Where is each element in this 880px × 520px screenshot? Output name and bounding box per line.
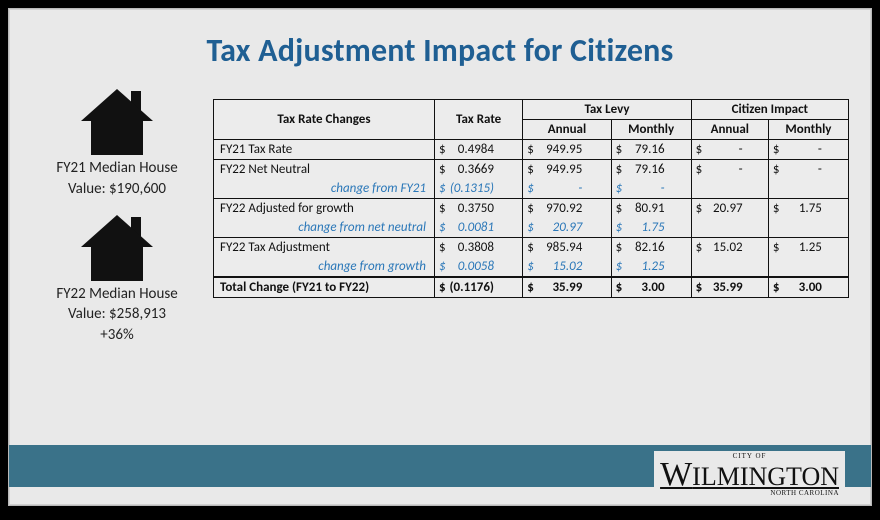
- house2-line2: Value: $258,913: [68, 305, 166, 324]
- cell-rate: $0.3808: [434, 238, 522, 258]
- house2-line1: FY22 Median House: [56, 285, 177, 304]
- cell-imp-ann: $15.02: [691, 238, 768, 258]
- table-row: FY21 Tax Rate $0.4984 $949.95 $79.16 $- …: [214, 140, 849, 160]
- table-row-change: change from growth $0.0058 $15.02 $1.25: [214, 257, 849, 277]
- cell-imp-mon: $-: [768, 160, 848, 180]
- cell-imp-ann: $35.99: [691, 277, 768, 298]
- cell-ann: $20.97: [523, 218, 611, 238]
- cell-ann: $-: [523, 179, 611, 199]
- cell-mon: $79.16: [611, 140, 691, 160]
- cell-imp-ann: [691, 218, 768, 238]
- cell-imp-ann: [691, 179, 768, 199]
- cell-imp-mon: $1.75: [768, 199, 848, 219]
- cell-mon: $3.00: [611, 277, 691, 298]
- cell-label: change from net neutral: [214, 218, 435, 238]
- cell-imp-ann: $-: [691, 140, 768, 160]
- tax-table: Tax Rate Changes Tax Rate Tax Levy Citiz…: [213, 99, 849, 298]
- video-frame: Tax Adjustment Impact for Citizens FY21 …: [0, 0, 880, 520]
- cell-imp-ann: $20.97: [691, 199, 768, 219]
- cell-ann: $985.94: [523, 238, 611, 258]
- cell-ann: $35.99: [523, 277, 611, 298]
- slide: Tax Adjustment Impact for Citizens FY21 …: [8, 8, 872, 506]
- house-icon: [77, 213, 157, 283]
- cell-ann: $949.95: [523, 140, 611, 160]
- cell-label: FY22 Net Neutral: [214, 160, 435, 180]
- table-row: FY22 Tax Adjustment $0.3808 $985.94 $82.…: [214, 238, 849, 258]
- cell-imp-mon: [768, 257, 848, 277]
- cell-mon: $80.91: [611, 199, 691, 219]
- th-tax-levy: Tax Levy: [523, 100, 691, 120]
- cell-rate: $0.0058: [434, 257, 522, 277]
- house-block-fy21: FY21 Median House Value: $190,600: [56, 87, 177, 199]
- th-tax-rate: Tax Rate: [434, 100, 522, 140]
- th-imp-monthly: Monthly: [768, 120, 848, 140]
- cell-rate: $(0.1176): [434, 277, 522, 298]
- table-row-change: change from FY21 $(0.1315) $- $-: [214, 179, 849, 199]
- cell-label: change from growth: [214, 257, 435, 277]
- table-row-total: Total Change (FY21 to FY22) $(0.1176) $3…: [214, 277, 849, 298]
- th-imp-annual: Annual: [691, 120, 768, 140]
- cell-rate: $0.3750: [434, 199, 522, 219]
- house1-line1: FY21 Median House: [56, 159, 177, 178]
- cell-imp-mon: [768, 218, 848, 238]
- cell-imp-ann: $-: [691, 160, 768, 180]
- cell-imp-mon: $3.00: [768, 277, 848, 298]
- table-row: FY22 Net Neutral $0.3669 $949.95 $79.16 …: [214, 160, 849, 180]
- cell-label: FY22 Tax Adjustment: [214, 238, 435, 258]
- cell-ann: $949.95: [523, 160, 611, 180]
- brand-name: WILMINGTON: [660, 462, 839, 491]
- cell-mon: $1.75: [611, 218, 691, 238]
- cell-label: FY22 Adjusted for growth: [214, 199, 435, 219]
- table-area: Tax Rate Changes Tax Rate Tax Levy Citiz…: [207, 87, 871, 435]
- cell-label: FY21 Tax Rate: [214, 140, 435, 160]
- table-header-row1: Tax Rate Changes Tax Rate Tax Levy Citiz…: [214, 100, 849, 120]
- slide-title: Tax Adjustment Impact for Citizens: [9, 31, 871, 70]
- cell-imp-mon: $-: [768, 140, 848, 160]
- cell-rate: $(0.1315): [434, 179, 522, 199]
- house2-line3: +36%: [100, 326, 133, 345]
- cell-rate: $0.4984: [434, 140, 522, 160]
- cell-mon: $79.16: [611, 160, 691, 180]
- cell-imp-ann: [691, 257, 768, 277]
- brand-logo: CITY OF WILMINGTON NORTH CAROLINA: [654, 451, 845, 497]
- cell-mon: $1.25: [611, 257, 691, 277]
- cell-rate: $0.3669: [434, 160, 522, 180]
- house1-line2: Value: $190,600: [68, 180, 166, 199]
- cell-ann: $970.92: [523, 199, 611, 219]
- cell-imp-mon: $1.25: [768, 238, 848, 258]
- left-column: FY21 Median House Value: $190,600 FY22 M…: [9, 87, 207, 435]
- cell-label: Total Change (FY21 to FY22): [214, 277, 435, 298]
- th-tax-rate-changes: Tax Rate Changes: [214, 100, 435, 140]
- th-monthly: Monthly: [611, 120, 691, 140]
- content-area: FY21 Median House Value: $190,600 FY22 M…: [9, 87, 871, 435]
- cell-label: change from FY21: [214, 179, 435, 199]
- cell-rate: $0.0081: [434, 218, 522, 238]
- table-row-change: change from net neutral $0.0081 $20.97 $…: [214, 218, 849, 238]
- th-citizen-impact: Citizen Impact: [691, 100, 848, 120]
- cell-imp-mon: [768, 179, 848, 199]
- th-annual: Annual: [523, 120, 611, 140]
- cell-mon: $82.16: [611, 238, 691, 258]
- house-icon: [77, 87, 157, 157]
- cell-mon: $-: [611, 179, 691, 199]
- house-block-fy22: FY22 Median House Value: $258,913 +36%: [56, 213, 177, 345]
- cell-ann: $15.02: [523, 257, 611, 277]
- table-row: FY22 Adjusted for growth $0.3750 $970.92…: [214, 199, 849, 219]
